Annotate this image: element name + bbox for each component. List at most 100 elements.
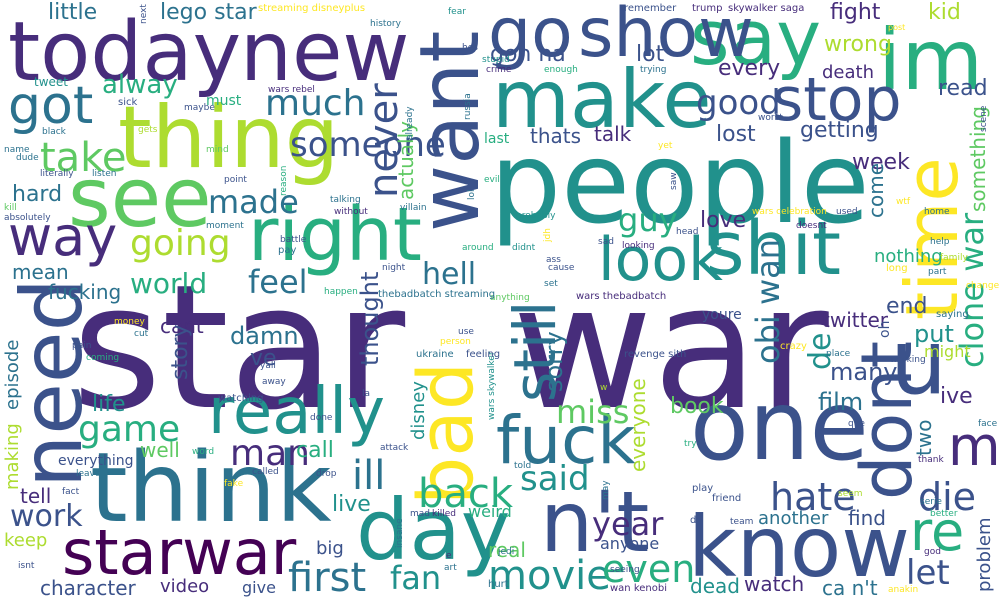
word-big: big bbox=[316, 538, 344, 559]
word-end: end bbox=[886, 294, 928, 319]
word-yet: yet bbox=[658, 141, 673, 151]
word-alway: alway bbox=[102, 70, 178, 100]
word-remember: remember bbox=[624, 3, 677, 14]
word-death: death bbox=[822, 62, 874, 83]
word-russia: russia bbox=[463, 93, 473, 120]
word-call: call bbox=[296, 438, 334, 463]
word-re: re bbox=[910, 500, 965, 563]
word-getting: getting bbox=[800, 118, 879, 143]
word-kid: kid bbox=[928, 0, 961, 25]
word-mean: mean bbox=[12, 260, 69, 284]
word-change: change bbox=[966, 281, 1000, 291]
word-absolutely: absolutely bbox=[4, 213, 51, 223]
word-place: place bbox=[826, 349, 851, 359]
word-fact: fact bbox=[62, 487, 80, 497]
word-first: first bbox=[288, 555, 367, 600]
word-lot: lot bbox=[636, 42, 665, 67]
word-many: many bbox=[830, 358, 898, 386]
word-head: head bbox=[676, 227, 699, 237]
word-mad: mad bbox=[410, 509, 430, 519]
word-hate: hate bbox=[770, 475, 856, 519]
word-god: god bbox=[924, 547, 941, 557]
word-ill: ill bbox=[352, 453, 386, 499]
word-crime: crime bbox=[486, 65, 512, 75]
word-play: play bbox=[692, 483, 714, 494]
word-character: character bbox=[40, 576, 136, 600]
word-good: good bbox=[696, 83, 781, 123]
word-wtf: wtf bbox=[896, 197, 911, 207]
word-word: word bbox=[192, 447, 215, 457]
word-lost: lost bbox=[716, 122, 756, 147]
word-well: well bbox=[140, 438, 180, 462]
word-mind: mind bbox=[206, 145, 229, 155]
word-new: new bbox=[240, 5, 410, 100]
word-crazy: crazy bbox=[780, 341, 807, 352]
word-doesnt: doesnt bbox=[796, 221, 827, 231]
word-video: video bbox=[160, 576, 210, 597]
word-ca-nt: ca n't bbox=[822, 576, 878, 600]
word-read: read bbox=[938, 76, 988, 101]
word-isnt: isnt bbox=[18, 561, 35, 571]
word-evil: evil bbox=[484, 175, 500, 185]
word-drop: drop bbox=[316, 469, 337, 479]
word-find: find bbox=[848, 506, 886, 530]
word-person: person bbox=[440, 337, 471, 347]
word-killed: killed bbox=[432, 509, 456, 519]
word-d: d bbox=[690, 515, 697, 526]
word-set: set bbox=[544, 279, 558, 289]
word-point: point bbox=[224, 175, 247, 185]
word-game: game bbox=[78, 409, 181, 450]
word-worst: worst bbox=[758, 113, 783, 123]
word-thank: thank bbox=[918, 455, 944, 465]
word-cant: cant bbox=[160, 314, 204, 338]
word-another: another bbox=[758, 508, 829, 529]
word-saying: saying bbox=[936, 309, 969, 320]
word-anyone: anyone bbox=[600, 534, 660, 553]
word-real: real bbox=[488, 538, 526, 562]
word-w: w bbox=[600, 383, 608, 393]
word-fuck: fuck bbox=[496, 402, 636, 479]
word-talk: talk bbox=[594, 122, 632, 146]
word-wars-skywalker: wars skywalker bbox=[487, 351, 497, 420]
word-year: year bbox=[592, 505, 664, 543]
word-movie: movie bbox=[488, 553, 611, 599]
word-everything: everything bbox=[58, 453, 134, 469]
word-said: said bbox=[520, 459, 590, 499]
word-seem: seem bbox=[838, 489, 863, 499]
word-pain: pain bbox=[72, 341, 92, 351]
word-every: every bbox=[718, 56, 781, 81]
word-much: much bbox=[265, 83, 366, 124]
word-made: made bbox=[208, 183, 299, 221]
word-better: better bbox=[930, 509, 958, 519]
word-wrong: wrong bbox=[824, 32, 892, 57]
word-seeing: seeing bbox=[610, 565, 640, 575]
word-day: day bbox=[356, 481, 511, 579]
word-feel: feel bbox=[248, 263, 308, 301]
word-guy: guy bbox=[618, 201, 678, 239]
word-thing: thing bbox=[118, 88, 340, 188]
word-people: people bbox=[490, 119, 870, 249]
word-already: already bbox=[405, 106, 415, 140]
word-miss: miss bbox=[556, 393, 630, 431]
word-anakin: anakin bbox=[888, 585, 919, 595]
word-give: give bbox=[242, 578, 276, 597]
word-friend: friend bbox=[712, 493, 742, 504]
word-used: used bbox=[836, 207, 858, 217]
word-next: next bbox=[139, 4, 149, 24]
word-know: know bbox=[688, 498, 910, 596]
word-star: star bbox=[72, 247, 406, 448]
word-around: around bbox=[462, 243, 494, 253]
word-night: night bbox=[382, 263, 406, 273]
word-twitter: twitter bbox=[822, 308, 888, 332]
word-sorry: sorry bbox=[540, 331, 568, 392]
word-watch: watch bbox=[744, 572, 805, 596]
word-youre: youre bbox=[702, 307, 742, 323]
word-ukraine: ukraine bbox=[416, 349, 454, 360]
word-war: war bbox=[512, 247, 829, 448]
word-film: film bbox=[818, 388, 864, 416]
word-tweet: tweet bbox=[34, 75, 68, 89]
word-dead: dead bbox=[690, 574, 740, 598]
word-jedi: jedi bbox=[498, 547, 515, 557]
word-let: let bbox=[906, 553, 950, 593]
word-wars-celebration: wars celebration bbox=[752, 207, 827, 217]
